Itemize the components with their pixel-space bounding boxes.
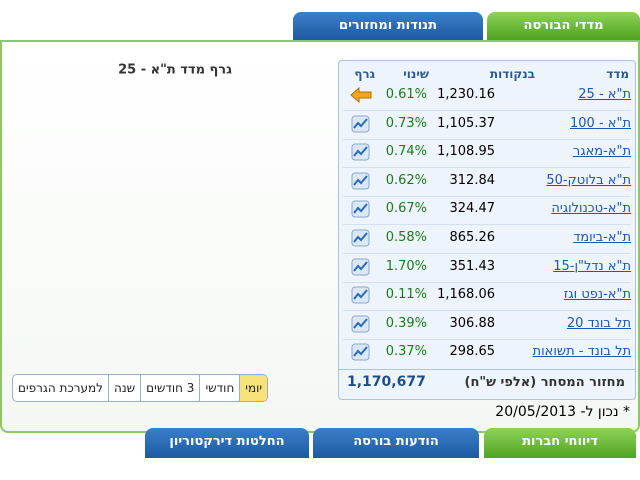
icon-line xyxy=(353,232,368,243)
column-header: שינוי xyxy=(403,67,429,81)
index-change: 0.62% xyxy=(385,172,427,188)
arrow-icon xyxy=(350,86,372,104)
period-button[interactable]: שנה xyxy=(108,375,140,401)
graph-icon[interactable] xyxy=(349,171,373,191)
index-change: 0.61% xyxy=(385,87,427,102)
column-header: בנקודות xyxy=(489,67,535,81)
index-change: 0.73% xyxy=(385,115,427,131)
footer-divider xyxy=(339,369,635,370)
index-change: 0.74% xyxy=(385,144,427,160)
index-name[interactable]: ת"א-נפט וגז xyxy=(563,287,631,303)
index-change: 0.37% xyxy=(385,344,427,360)
index-change: 0.67% xyxy=(385,201,427,217)
footer-value: 1,170,677 xyxy=(347,374,426,390)
row-divider xyxy=(343,167,631,169)
row-divider xyxy=(343,195,631,197)
icon-bg xyxy=(351,200,370,218)
icon-bg xyxy=(351,286,370,304)
row-divider xyxy=(343,281,631,283)
index-points: 1,105.37 xyxy=(437,115,495,131)
tab[interactable]: תנודות ומחזורים xyxy=(293,12,483,40)
index-points: 1,168.06 xyxy=(437,287,495,303)
column-header: גרף xyxy=(354,67,375,81)
icon-bg xyxy=(351,258,370,276)
graph-icon[interactable] xyxy=(349,142,373,162)
index-name[interactable]: ת"א - 25 xyxy=(578,87,631,102)
index-change: 0.58% xyxy=(385,230,427,245)
index-name[interactable]: ת"א - 100 xyxy=(570,115,631,131)
index-name[interactable]: תל בונד 20 xyxy=(566,315,631,331)
index-name[interactable]: ת"א-טכנולוגיה xyxy=(551,201,631,217)
icon-bg xyxy=(351,143,370,161)
index-name[interactable]: ת"א-מאגר xyxy=(572,144,631,160)
index-points: 351.43 xyxy=(449,258,496,274)
index-points: 865.26 xyxy=(449,230,496,245)
period-button[interactable]: 3 חודשים xyxy=(140,375,199,401)
graph-icon[interactable] xyxy=(349,314,373,334)
icon-bg xyxy=(351,115,370,133)
graph-icon[interactable] xyxy=(349,257,373,277)
column-header: מדד xyxy=(606,67,629,81)
index-change: 0.39% xyxy=(385,315,427,331)
row-divider xyxy=(343,338,631,340)
icon-line xyxy=(353,146,368,157)
index-name[interactable]: ת"א נדל"ן-15 xyxy=(553,258,631,274)
index-points: 1,108.95 xyxy=(437,144,495,160)
icon-bg xyxy=(351,229,370,247)
row-divider xyxy=(343,253,631,254)
note: * נכון ל- 20/05/2013 xyxy=(495,404,630,420)
row-divider xyxy=(343,224,631,226)
icon-bg xyxy=(351,172,370,190)
row-divider xyxy=(343,310,631,312)
tab[interactable]: הודעות בורסה xyxy=(313,428,479,458)
graph-icon[interactable] xyxy=(349,342,373,362)
row-divider xyxy=(343,110,631,111)
chart: גרף מדד ת"א - 25 xyxy=(118,63,232,78)
index-points: 298.65 xyxy=(449,344,496,360)
index-table: מדד בנקודות שינוי גרף ת"א - 25 1,230.16 0.61% 1… xyxy=(338,60,636,400)
index-change: 1.70% xyxy=(385,258,427,274)
index-points: 324.47 xyxy=(449,201,496,217)
icon-line xyxy=(353,260,368,272)
icon-bg xyxy=(351,315,370,333)
period-button[interactable]: למערכת הגרפים xyxy=(18,381,104,395)
icon-line xyxy=(353,203,368,215)
icon-line xyxy=(353,175,368,186)
period-button[interactable]: יומי xyxy=(239,375,268,401)
tab[interactable]: דיווחי חברות xyxy=(484,428,636,458)
period-buttons: יומי חודשי 3 חודשים שנה למערכת הגרפים xyxy=(12,374,269,402)
graph-icon[interactable] xyxy=(349,199,373,219)
chart-title: גרף מדד ת"א - 25 xyxy=(118,63,232,78)
graph-icon[interactable] xyxy=(349,285,373,305)
icon-line xyxy=(353,346,368,358)
footer-label: מחזור המסחר (אלפי ש"ח) xyxy=(464,375,626,390)
icon-bg xyxy=(351,343,370,361)
index-points: 1,230.16 xyxy=(437,87,495,102)
icon-line xyxy=(353,289,368,300)
index-points: 306.88 xyxy=(449,315,496,331)
tab[interactable]: מדדי הבורסה xyxy=(487,12,640,40)
index-points: 312.84 xyxy=(449,172,496,188)
period-button[interactable]: חודשי xyxy=(199,375,239,401)
index-change: 0.11% xyxy=(385,287,427,303)
index-name[interactable]: תל בונד - תשואות xyxy=(532,344,631,360)
row-divider xyxy=(343,138,631,140)
graph-icon[interactable] xyxy=(349,114,373,134)
tab[interactable]: החלטות דירקטוריון xyxy=(145,428,309,458)
graph-icon[interactable] xyxy=(349,228,373,248)
icon-line xyxy=(353,117,368,129)
index-name[interactable]: ת"א בלוטק-50 xyxy=(546,172,631,188)
icon-line xyxy=(353,318,368,329)
index-name[interactable]: ת"א-ביומד xyxy=(573,230,631,245)
graph-icon[interactable]: 1221122412271230123311121314151617181,22… xyxy=(349,85,373,105)
